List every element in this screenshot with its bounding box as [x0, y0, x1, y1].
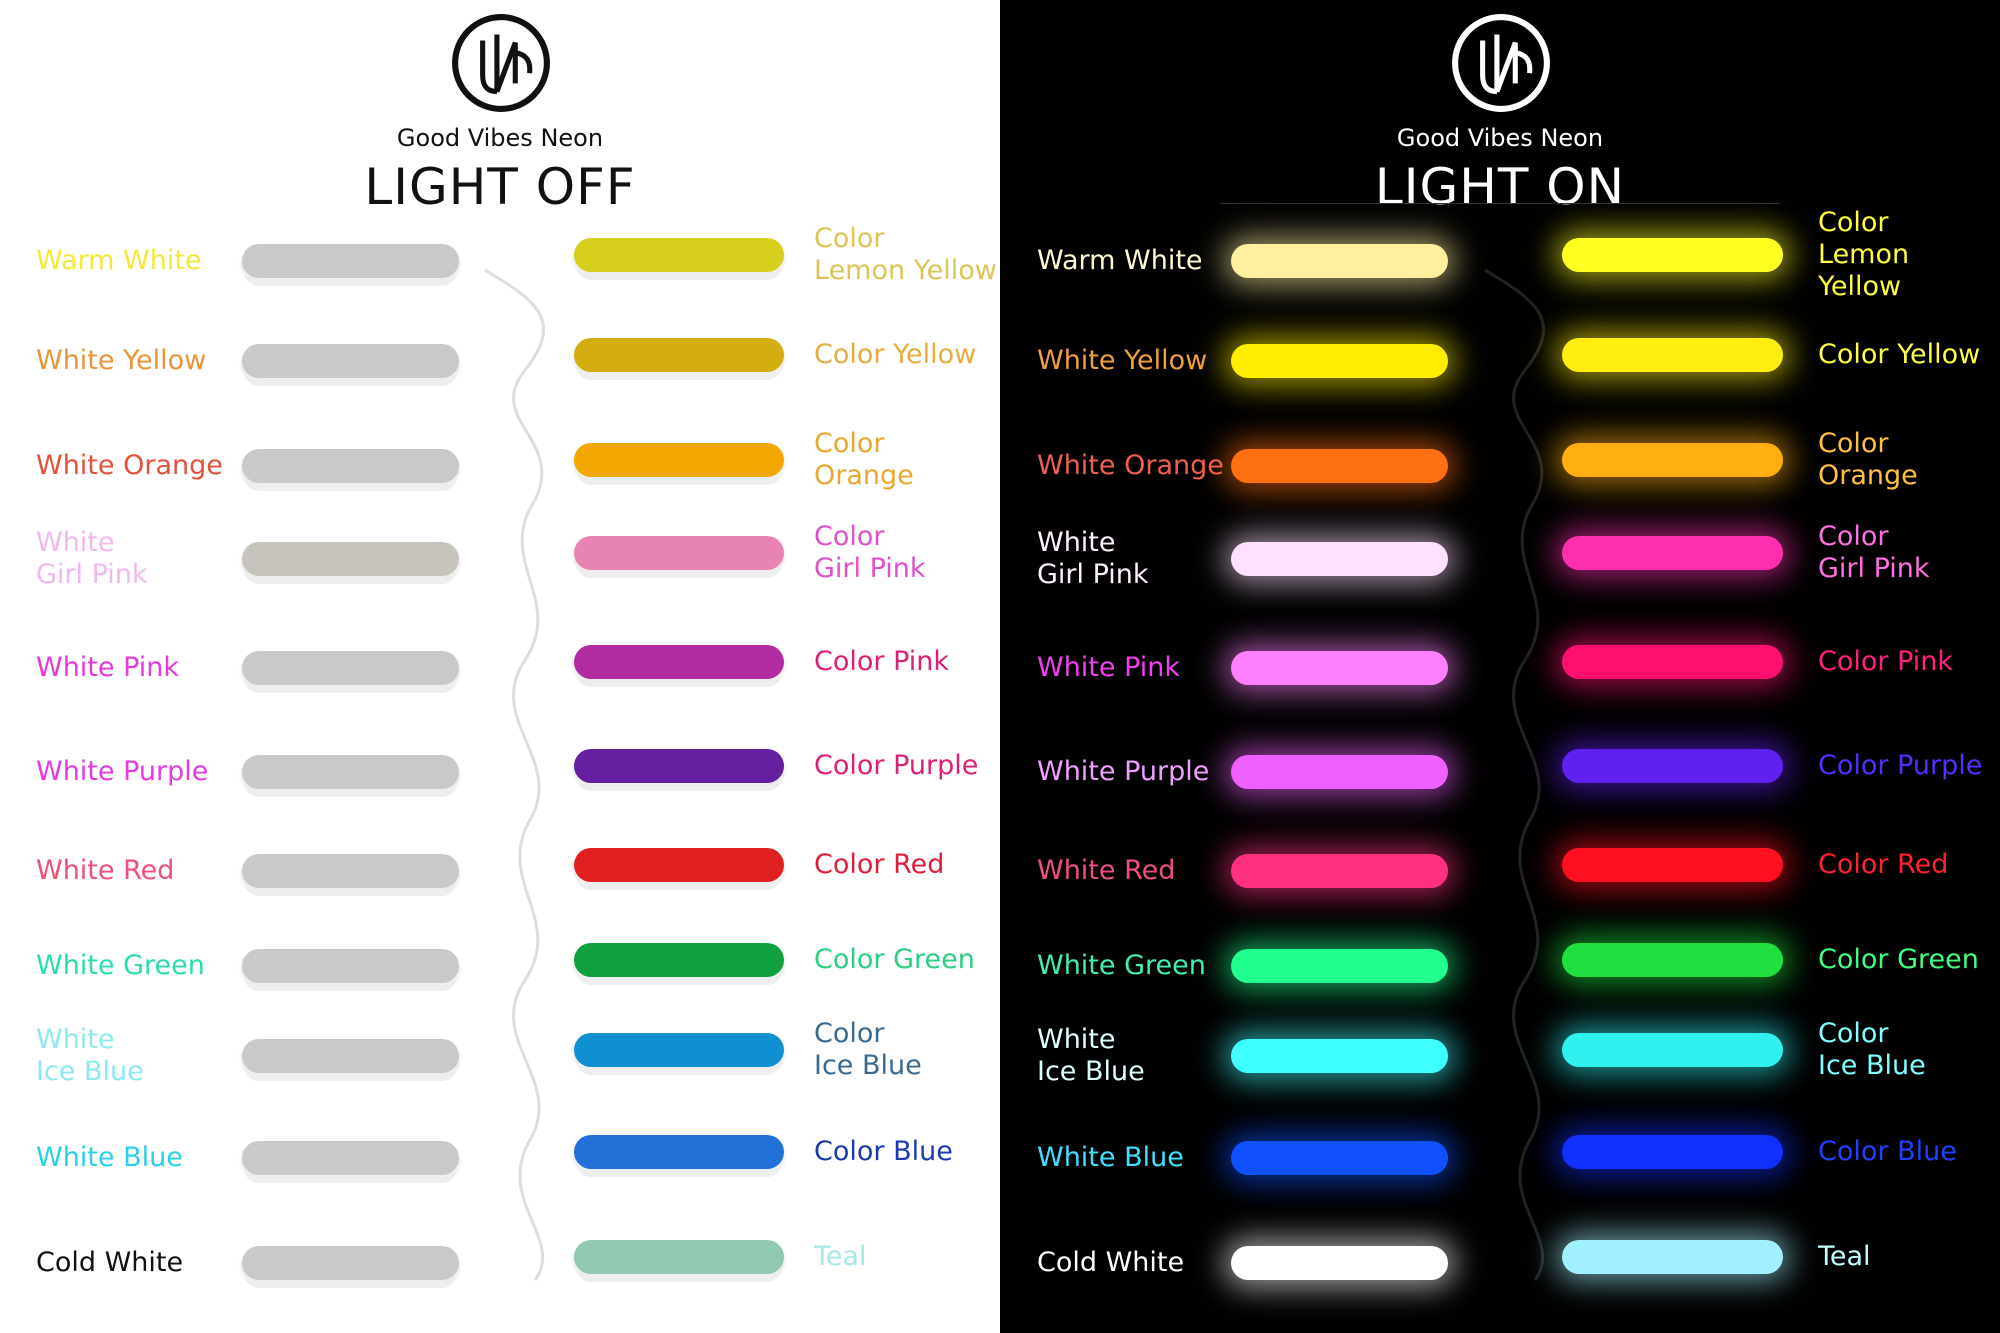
- neon-tube: [574, 443, 784, 477]
- color-label: Cold White: [1037, 1247, 1185, 1278]
- neon-tube: [1231, 542, 1448, 576]
- color-label: White Girl Pink: [1037, 527, 1149, 590]
- color-label: Color Pink: [814, 646, 950, 677]
- neon-tube: [1231, 1246, 1448, 1280]
- neon-tube: [1231, 1141, 1448, 1175]
- wire: [1484, 268, 1545, 1281]
- color-label: Teal: [814, 1241, 867, 1272]
- color-label: White Red: [1037, 855, 1176, 886]
- color-label: White Ice Blue: [36, 1024, 144, 1087]
- neon-tube: [1231, 651, 1448, 685]
- brand-name: Good Vibes Neon: [1396, 124, 1604, 152]
- color-label: Color Purple: [1818, 750, 1983, 781]
- neon-tube: [1231, 344, 1448, 378]
- brand-logo: [452, 14, 550, 112]
- neon-tube: [574, 338, 784, 372]
- wire: [484, 268, 545, 1281]
- neon-tube: [1231, 854, 1448, 888]
- neon-tube: [574, 943, 784, 977]
- neon-tube: [242, 854, 459, 888]
- brand-name: Good Vibes Neon: [396, 124, 604, 152]
- neon-tube: [242, 755, 459, 789]
- neon-tube: [1562, 645, 1783, 679]
- color-label: White Pink: [1037, 652, 1181, 683]
- neon-tube: [242, 449, 459, 483]
- color-label: White Purple: [36, 756, 209, 787]
- neon-tube: [574, 848, 784, 882]
- neon-tube: [1231, 949, 1448, 983]
- color-label: White Orange: [36, 450, 223, 481]
- color-label: Color Girl Pink: [1818, 521, 1930, 584]
- neon-tube: [1562, 1240, 1783, 1274]
- color-label: Color Yellow: [1818, 339, 1981, 370]
- neon-tube: [1231, 1039, 1448, 1073]
- color-label: Color Pink: [1818, 646, 1954, 677]
- neon-tube: [1562, 749, 1783, 783]
- neon-tube: [1231, 244, 1448, 278]
- color-label: Color Girl Pink: [814, 521, 926, 584]
- neon-tube: [1562, 848, 1783, 882]
- color-label: Color Orange: [814, 428, 914, 491]
- neon-tube: [242, 244, 459, 278]
- color-label: White Green: [36, 950, 205, 981]
- color-label: Warm White: [36, 245, 202, 276]
- color-label: Color Red: [1818, 849, 1949, 880]
- color-label: Color Ice Blue: [814, 1018, 922, 1081]
- color-label: Color Orange: [1818, 428, 1918, 491]
- color-label: Teal: [1818, 1241, 1871, 1272]
- neon-tube: [574, 238, 784, 272]
- neon-tube: [242, 949, 459, 983]
- color-label: White Girl Pink: [36, 527, 148, 590]
- color-label: White Yellow: [36, 345, 207, 376]
- color-label: Color Blue: [814, 1136, 953, 1167]
- neon-tube: [574, 749, 784, 783]
- color-label: White Green: [1037, 950, 1206, 981]
- light-on-panel: Good Vibes Neon LIGHT ON Warm White Color…: [1000, 0, 2000, 1333]
- color-label: Color Ice Blue: [1818, 1018, 1926, 1081]
- neon-tube: [242, 542, 459, 576]
- neon-tube: [1562, 943, 1783, 977]
- neon-tube: [574, 1240, 784, 1274]
- divider: [1220, 203, 1780, 204]
- color-label: White Pink: [36, 652, 180, 683]
- color-label: Color Purple: [814, 750, 979, 781]
- color-label: Color Blue: [1818, 1136, 1957, 1167]
- neon-tube: [1231, 755, 1448, 789]
- neon-tube: [1562, 1135, 1783, 1169]
- neon-tube: [1562, 338, 1783, 372]
- neon-tube: [1562, 238, 1783, 272]
- neon-tube: [242, 344, 459, 378]
- color-label: Cold White: [36, 1247, 184, 1278]
- color-label: Color Lemon Yellow: [1818, 207, 1910, 302]
- color-label: Color Green: [814, 944, 975, 975]
- neon-tube: [242, 1246, 459, 1280]
- color-label: White Red: [36, 855, 175, 886]
- color-label: White Yellow: [1037, 345, 1208, 376]
- color-label: White Ice Blue: [1037, 1024, 1145, 1087]
- neon-tube: [242, 1141, 459, 1175]
- color-label: Color Red: [814, 849, 945, 880]
- panel-title: LIGHT ON: [1374, 158, 1626, 216]
- color-label: Color Lemon Yellow: [814, 223, 997, 286]
- neon-tube: [242, 651, 459, 685]
- neon-tube: [574, 536, 784, 570]
- color-label: Color Green: [1818, 944, 1979, 975]
- neon-tube: [574, 1135, 784, 1169]
- neon-tube: [242, 1039, 459, 1073]
- light-off-panel: Good Vibes Neon LIGHT OFF Warm White Colo…: [36, 14, 997, 1281]
- color-label: White Orange: [1037, 450, 1224, 481]
- color-label: White Blue: [1037, 1142, 1184, 1173]
- neon-tube: [574, 1033, 784, 1067]
- panel-title: LIGHT OFF: [364, 158, 636, 216]
- color-label: White Blue: [36, 1142, 183, 1173]
- color-label: Warm White: [1037, 245, 1203, 276]
- neon-tube: [1231, 449, 1448, 483]
- neon-tube: [1562, 536, 1783, 570]
- neon-tube: [574, 645, 784, 679]
- color-label: Color Yellow: [814, 339, 977, 370]
- color-label: White Purple: [1037, 756, 1210, 787]
- neon-tube: [1562, 443, 1783, 477]
- neon-tube: [1562, 1033, 1783, 1067]
- brand-logo: [1452, 14, 1550, 112]
